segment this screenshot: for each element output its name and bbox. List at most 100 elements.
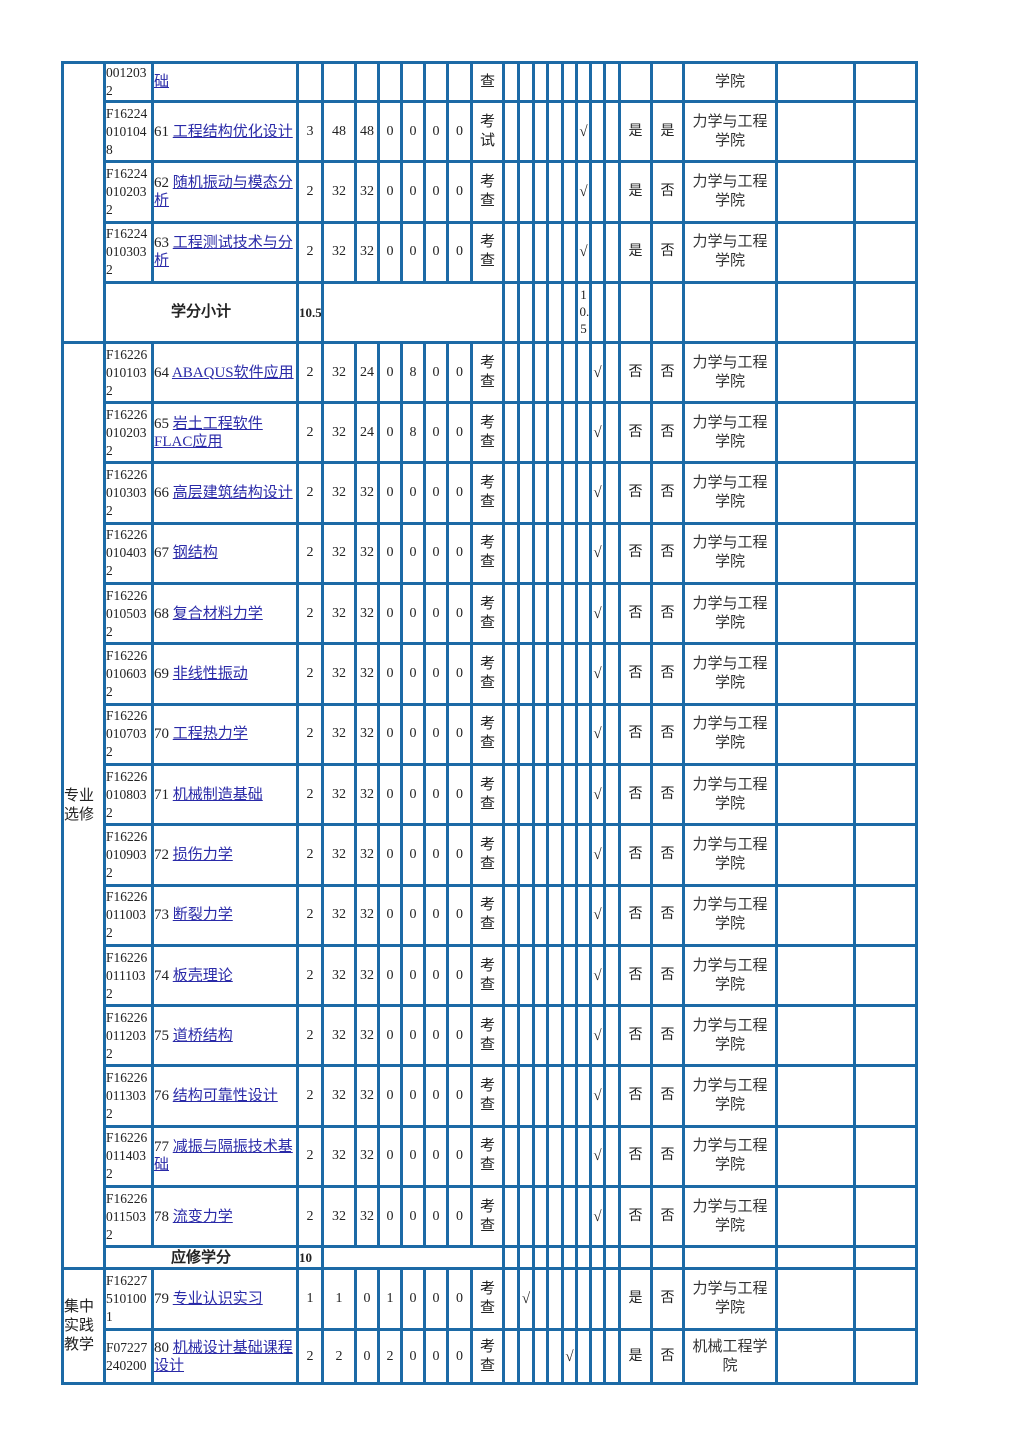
course-name-link[interactable]: 钢结构	[172, 545, 218, 562]
college-cell: 力学与工程学院	[682, 823, 778, 887]
course-name-link[interactable]: 断裂力学	[172, 907, 233, 924]
course-name-link[interactable]: 结构可靠性设计	[172, 1088, 278, 1105]
course-name-link[interactable]: 复合材料力学	[172, 605, 263, 622]
required-cell: 否	[618, 883, 653, 947]
college-cell-text: 力学与工程学院	[692, 595, 768, 631]
semester-cell-1	[502, 280, 520, 344]
required-cell: 否	[618, 401, 653, 465]
course-code: F162260111032	[103, 943, 154, 1008]
cell-hours: 32	[321, 702, 357, 766]
course-number: 78	[154, 1208, 170, 1225]
course-number: 77	[154, 1139, 170, 1156]
semester-cell-6	[575, 1185, 592, 1249]
semester-cell-3	[532, 702, 549, 766]
degree-cell	[650, 1245, 685, 1271]
college-cell: 力学与工程学院	[682, 1185, 778, 1249]
subtotal-row: 应修学分 10	[63, 1245, 918, 1271]
note-cell-1	[775, 883, 856, 947]
course-code: F162275101001	[103, 1267, 154, 1332]
cell-c4: 0	[446, 762, 473, 827]
exam-type-text: 考查	[479, 234, 495, 270]
course-name-link[interactable]: 工程测试技术与分析	[154, 235, 293, 270]
course-name-link[interactable]: 板壳理论	[172, 967, 233, 984]
college-cell-text: 力学与工程学院	[692, 475, 768, 511]
course-name-cell: 73 断裂力学	[151, 883, 299, 947]
course-name-link[interactable]: 损伤力学	[172, 846, 233, 863]
required-cell: 否	[618, 340, 653, 405]
semester-cell-2	[517, 160, 535, 224]
college-cell-text: 机械工程学院	[692, 1338, 768, 1374]
course-number: 75	[154, 1027, 170, 1044]
college-cell-text: 力学与工程学院	[692, 1138, 768, 1174]
semester-cell-8	[603, 762, 621, 827]
course-name-link[interactable]: 础	[154, 74, 170, 90]
course-name-link[interactable]: ABAQUS软件应用	[171, 364, 294, 381]
semester-cell-3	[532, 1267, 549, 1332]
course-name-link[interactable]: 流变力学	[172, 1208, 233, 1225]
course-name-cell: 61 工程结构优化设计	[151, 99, 299, 164]
semester-cell-6	[575, 1328, 592, 1386]
cell-c3: 0	[423, 160, 449, 224]
course-name-link[interactable]: 非线性振动	[172, 666, 248, 683]
course-code-text: F07227240200	[106, 1339, 148, 1373]
cell-c4: 0	[446, 1124, 473, 1189]
college-cell-text: 力学与工程学院	[692, 535, 768, 571]
semester-cell-2	[517, 1328, 535, 1386]
semester-cell-1	[502, 99, 520, 164]
semester-cell-7: √	[589, 461, 606, 525]
course-name-link[interactable]: 工程结构优化设计	[172, 123, 293, 140]
semester-cell-4	[546, 99, 564, 164]
note-cell-2	[853, 1185, 918, 1249]
semester-cell-4	[546, 160, 564, 224]
course-name-link[interactable]: 岩土工程软件FLAC应用	[154, 415, 263, 450]
course-name-link[interactable]: 道桥结构	[172, 1027, 233, 1044]
exam-type: 考查	[470, 883, 505, 947]
college-cell-text: 力学与工程学院	[692, 897, 768, 933]
cell-credits: 2	[296, 642, 324, 706]
semester-cell-5	[561, 1064, 578, 1128]
course-name-link[interactable]: 专业认识实习	[172, 1291, 263, 1308]
course-name-link[interactable]: 减振与隔振技术基础	[154, 1139, 293, 1174]
course-name-link[interactable]: 机械设计基础课程设计	[154, 1339, 293, 1374]
cell-c4: 0	[446, 1267, 473, 1332]
degree-cell: 否	[650, 823, 685, 887]
cell-lecture: 48	[354, 99, 380, 164]
cell-lecture: 32	[354, 823, 380, 887]
course-name-link[interactable]: 高层建筑结构设计	[172, 485, 293, 502]
semester-cell-7: √	[589, 883, 606, 947]
cell-credits: 2	[296, 1124, 324, 1189]
cell-c2: 0	[400, 702, 426, 766]
semester-cell-5	[561, 762, 578, 827]
semester-cell-8	[603, 340, 621, 405]
course-code: F162260115032	[103, 1185, 154, 1249]
table-row: F07227240200 80 机械设计基础课程设计 2 2 0 2 0 0 0 考查 √ 是否机械工…	[63, 1328, 918, 1386]
semester-cell-7	[589, 1267, 606, 1332]
cell-c2: 0	[400, 160, 426, 224]
subtotal-blank	[321, 280, 505, 344]
course-name-link[interactable]: 机械制造基础	[172, 786, 263, 803]
cell-lecture	[354, 61, 380, 103]
cell-c4: 0	[446, 401, 473, 465]
course-name-link[interactable]: 随机振动与模态分析	[154, 174, 293, 209]
cell-hours: 32	[321, 521, 357, 586]
semester-cell-5	[561, 642, 578, 706]
cell-c2: 0	[400, 1185, 426, 1249]
cell-hours: 32	[321, 1185, 357, 1249]
degree-cell: 否	[650, 220, 685, 284]
cell-c2: 0	[400, 823, 426, 887]
cell-c4: 0	[446, 160, 473, 224]
college-cell: 力学与工程学院	[682, 702, 778, 766]
cell-c1: 0	[377, 1185, 403, 1249]
semester-subtotal-6: 10.5	[575, 280, 592, 344]
semester-cell-3	[532, 401, 549, 465]
semester-cell-4	[546, 1004, 564, 1068]
exam-type: 考查	[470, 1185, 505, 1249]
cell-hours: 48	[321, 99, 357, 164]
required-cell: 否	[618, 1064, 653, 1128]
college-cell: 力学与工程学院	[682, 99, 778, 164]
semester-cell-4	[546, 702, 564, 766]
course-name-link[interactable]: 工程热力学	[172, 726, 248, 743]
semester-cell-3	[532, 642, 549, 706]
cell-c2: 0	[400, 1328, 426, 1386]
semester-cell-1	[502, 521, 520, 586]
